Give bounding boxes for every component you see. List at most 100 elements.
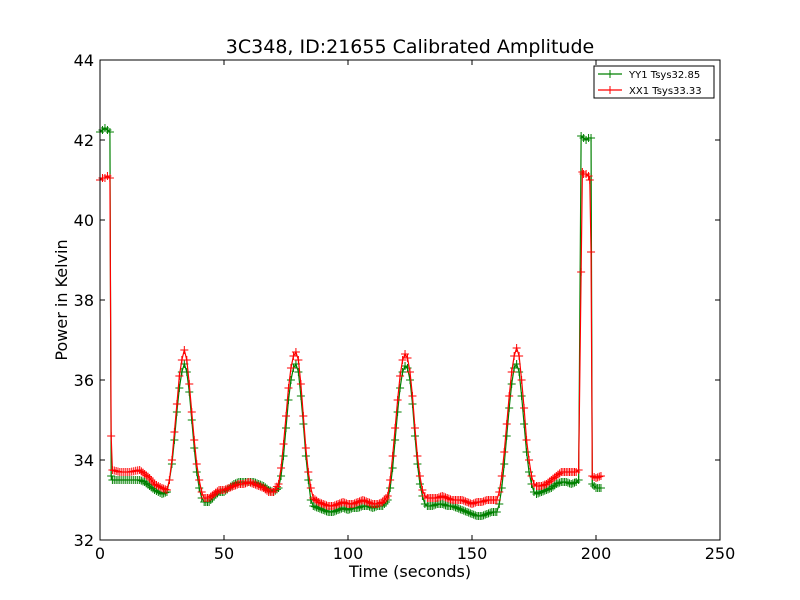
data-point — [150, 480, 159, 488]
data-point — [443, 494, 452, 502]
data-point — [484, 509, 493, 518]
data-point — [577, 268, 586, 276]
data-point — [310, 502, 319, 511]
data-point — [438, 500, 447, 508]
legend-entries: YY1 Tsys32.85 XX1 Tsys33.33 — [598, 70, 702, 97]
data-point — [502, 432, 511, 440]
data-point — [441, 493, 450, 502]
data-point — [584, 172, 593, 180]
data-point — [463, 498, 472, 506]
data-point — [319, 500, 328, 508]
data-point — [291, 348, 300, 356]
data-point — [439, 500, 448, 509]
data-point — [550, 481, 559, 490]
data-point — [158, 484, 166, 492]
data-point — [545, 484, 554, 493]
chart-title: 3C348, ID:21655 Calibrated Amplitude — [226, 36, 594, 58]
data-point — [534, 489, 543, 498]
data-point — [187, 408, 196, 416]
data-point — [299, 412, 308, 420]
data-point — [358, 496, 367, 504]
data-point — [213, 487, 222, 496]
data-point — [593, 473, 602, 482]
x-tick-label: 0 — [95, 544, 105, 563]
data-point — [388, 452, 397, 460]
data-point — [527, 472, 536, 480]
data-point — [517, 376, 526, 384]
data-point — [195, 476, 204, 484]
data-point — [304, 468, 313, 476]
data-point — [461, 497, 470, 506]
data-point — [453, 504, 462, 512]
data-point — [277, 472, 286, 480]
data-point — [304, 476, 313, 484]
data-point — [479, 497, 488, 506]
data-point — [152, 481, 161, 489]
data-point — [309, 502, 318, 510]
data-point — [145, 474, 154, 482]
data-point — [284, 384, 293, 392]
data-point — [446, 495, 455, 504]
data-point — [444, 494, 453, 503]
data-point — [459, 496, 468, 505]
data-point — [520, 420, 529, 428]
data-point — [350, 499, 359, 508]
series-1 — [96, 168, 605, 510]
data-point — [170, 428, 179, 436]
y-tick-label: 34 — [74, 451, 94, 470]
data-point — [233, 480, 242, 489]
data-point — [362, 497, 371, 506]
data-point — [515, 352, 524, 360]
data-point — [277, 464, 286, 472]
data-point — [223, 484, 232, 493]
data-point — [522, 448, 531, 456]
data-point — [286, 376, 295, 384]
data-point — [175, 384, 184, 392]
data-point — [363, 498, 372, 506]
data-point — [296, 392, 305, 400]
data-point — [365, 498, 374, 507]
data-point — [228, 482, 237, 491]
data-point — [197, 488, 206, 496]
legend-marker — [606, 70, 614, 78]
data-point — [570, 478, 579, 487]
data-point — [466, 509, 475, 518]
data-point — [505, 404, 514, 412]
data-point — [334, 500, 343, 508]
data-point — [403, 354, 412, 362]
data-point — [469, 510, 478, 519]
data-point — [249, 480, 258, 488]
data-point — [471, 511, 480, 520]
legend-box — [593, 65, 715, 99]
data-point — [441, 501, 450, 510]
data-point — [105, 128, 114, 136]
data-point — [428, 502, 437, 510]
legend-label: XX1 Tsys33.33 — [629, 86, 702, 97]
data-point — [468, 500, 476, 508]
data-point — [156, 483, 165, 491]
data-point — [185, 380, 194, 388]
data-point — [182, 356, 191, 364]
data-point — [481, 496, 490, 505]
data-point — [182, 368, 191, 376]
data-point — [512, 360, 521, 368]
data-point — [244, 478, 253, 486]
data-point — [458, 496, 467, 504]
data-point — [294, 368, 303, 376]
data-point — [410, 424, 419, 432]
data-point — [172, 400, 181, 408]
data-point — [231, 481, 240, 490]
data-point — [393, 396, 402, 404]
data-point — [262, 486, 271, 495]
data-point — [329, 502, 338, 510]
data-point — [154, 482, 163, 490]
y-axis-title: Power in Kelvin — [52, 239, 71, 360]
data-point — [386, 484, 395, 492]
data-point — [495, 488, 504, 496]
tick-layer: 0 50 100 150 200 250 32 34 36 38 40 42 44 — [74, 51, 736, 563]
data-point — [192, 468, 201, 476]
data-point — [282, 424, 290, 432]
data-point — [312, 496, 321, 505]
data-point — [595, 472, 604, 481]
data-point — [477, 512, 486, 520]
